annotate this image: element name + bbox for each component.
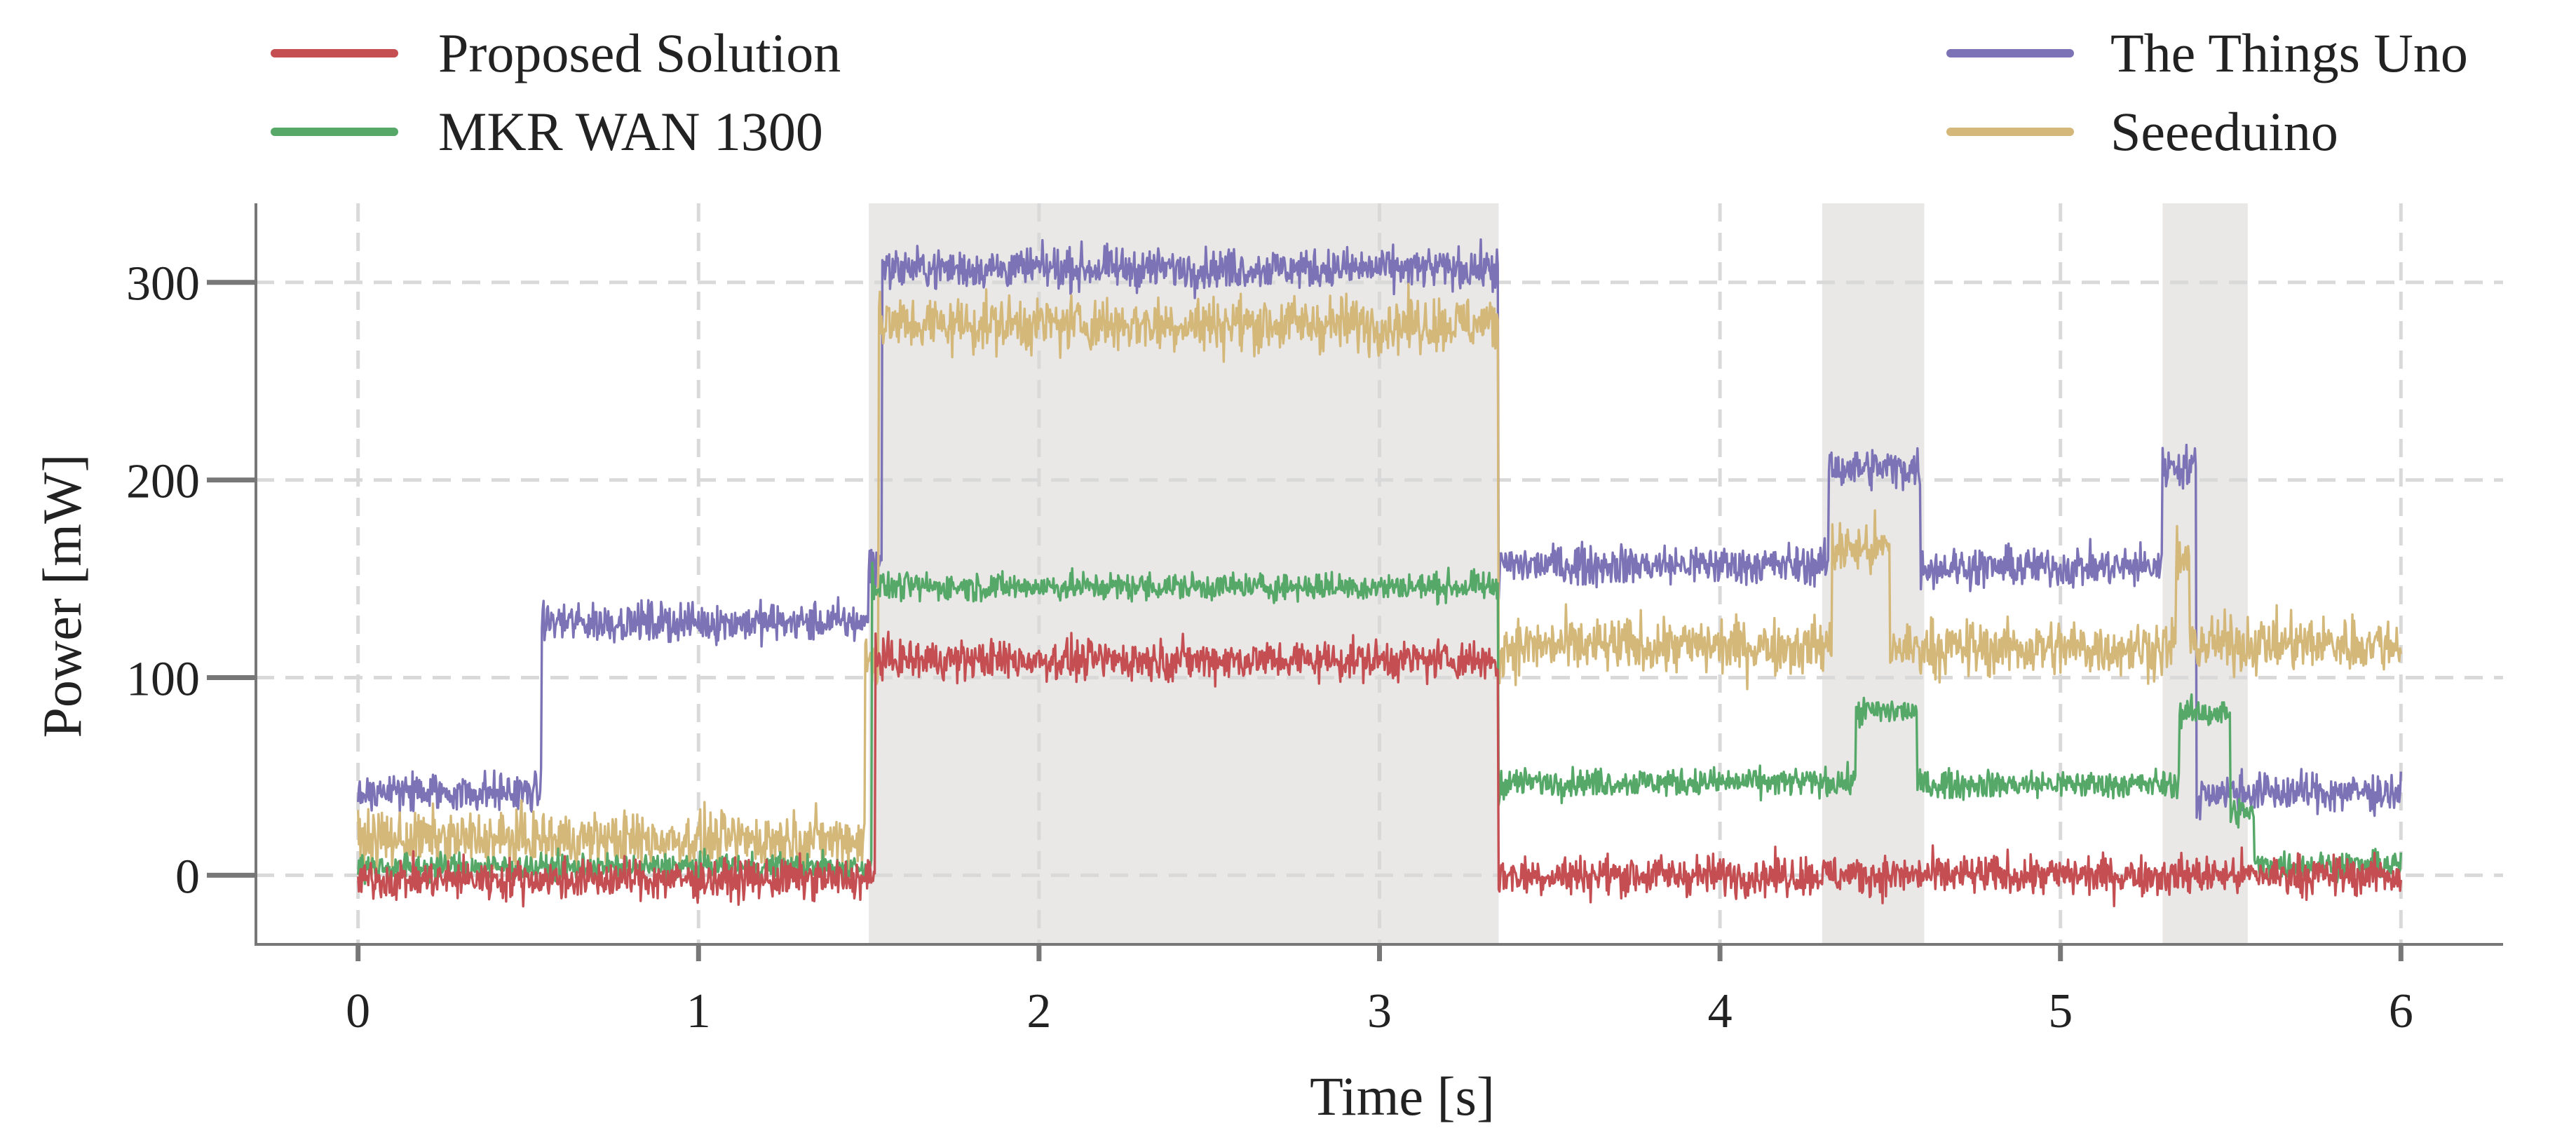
legend-label-proposed-solution: Proposed Solution xyxy=(438,22,841,83)
tick-labels: 0 1 2 3 4 5 6 0 100 200 300 xyxy=(126,257,2413,1038)
x-tick-label-5: 5 xyxy=(2048,984,2073,1038)
legend-item-proposed-solution: Proposed Solution xyxy=(271,22,841,83)
x-tick-label-2: 2 xyxy=(1026,984,1051,1038)
legend-item-the-things-uno: The Things Uno xyxy=(1946,22,2468,83)
y-tick-label-0: 0 xyxy=(175,850,200,904)
series-lines xyxy=(357,238,2402,908)
legend: Proposed Solution MKR WAN 1300 The Thing… xyxy=(271,22,2468,162)
legend-label-mkr-wan-1300: MKR WAN 1300 xyxy=(438,101,823,162)
series-line-proposed-solution xyxy=(357,630,2402,908)
series-line-seeeduino xyxy=(357,283,2402,878)
series-line-the-things-uno xyxy=(357,238,2402,821)
y-tick-label-300: 300 xyxy=(126,257,200,311)
x-axis-label: Time [s] xyxy=(1310,1066,1495,1127)
shaded-region-2 xyxy=(1822,203,1925,944)
y-tick-label-200: 200 xyxy=(126,455,200,509)
x-tick-label-0: 0 xyxy=(346,984,370,1038)
legend-label-seeeduino: Seeeduino xyxy=(2110,101,2338,162)
x-tick-label-4: 4 xyxy=(1708,984,1733,1038)
legend-item-seeeduino: Seeeduino xyxy=(1946,101,2338,162)
legend-label-the-things-uno: The Things Uno xyxy=(2110,22,2468,83)
legend-item-mkr-wan-1300: MKR WAN 1300 xyxy=(271,101,823,162)
x-tick-label-6: 6 xyxy=(2389,984,2413,1038)
x-tick-label-3: 3 xyxy=(1367,984,1392,1038)
y-tick-label-100: 100 xyxy=(126,652,200,706)
y-axis-label: Power [mW] xyxy=(32,454,93,738)
x-tick-label-1: 1 xyxy=(686,984,711,1038)
